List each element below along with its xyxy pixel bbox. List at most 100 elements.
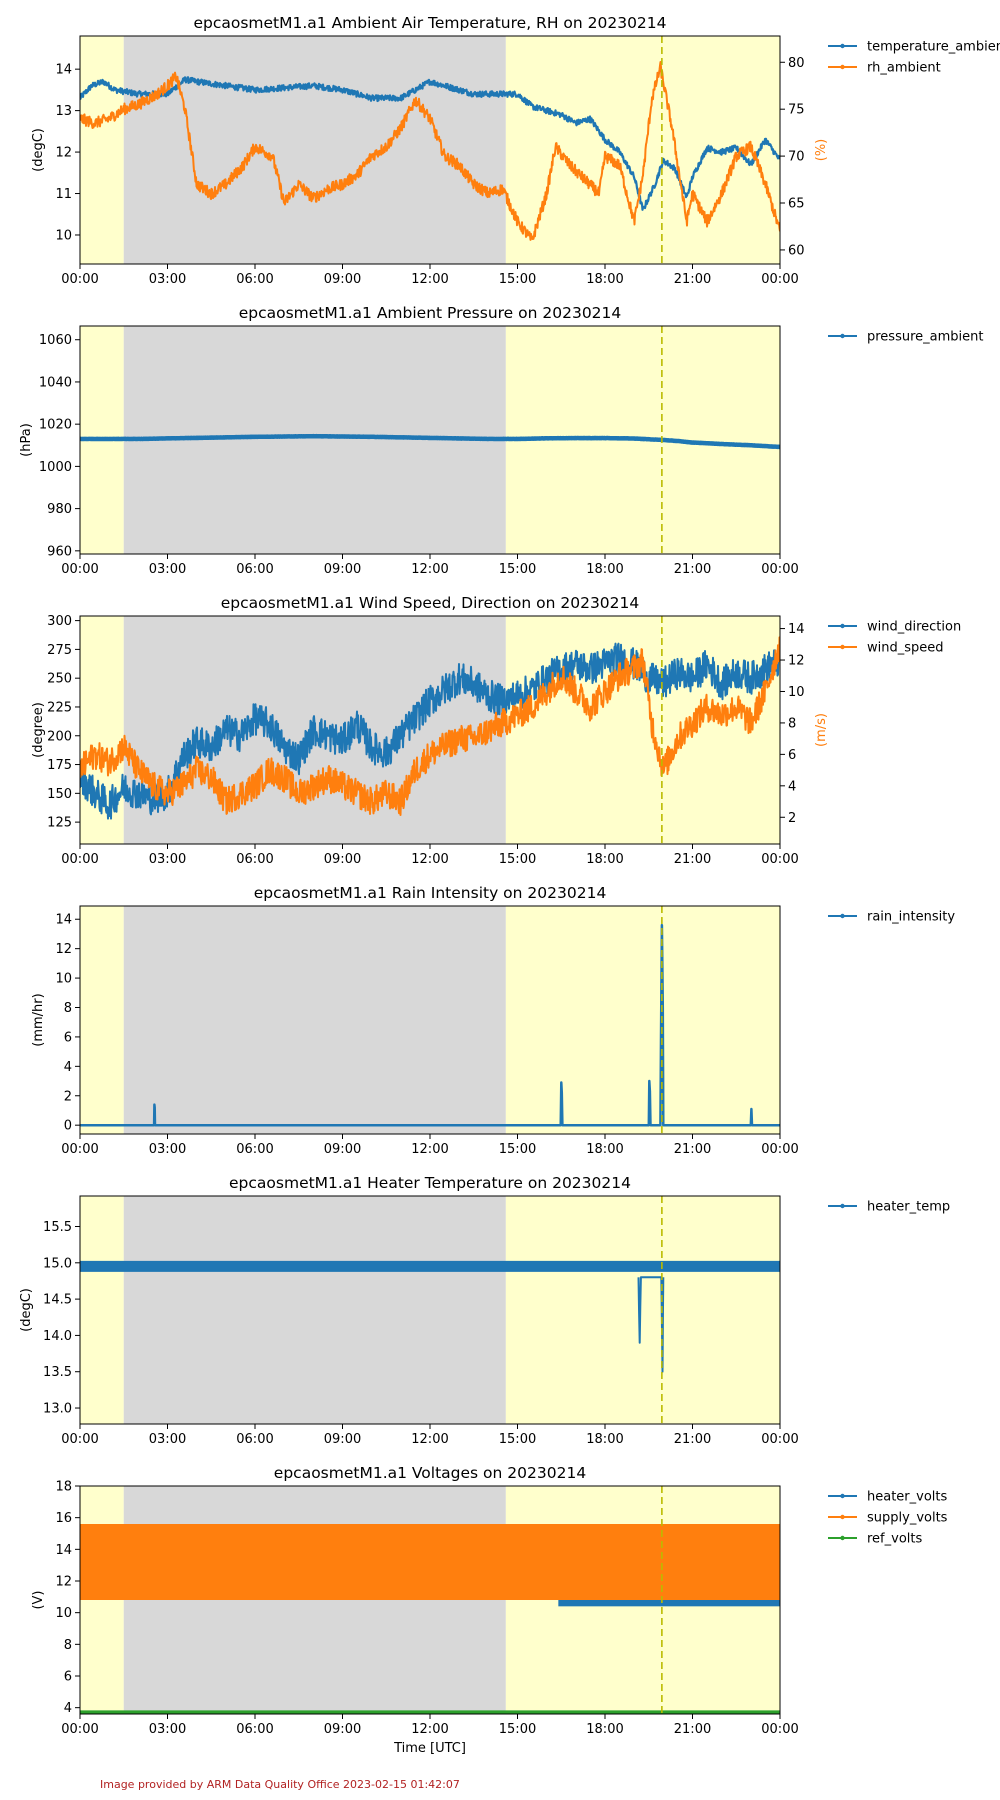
plot-area (80, 1524, 780, 1714)
x-tick-label: 21:00 (674, 1722, 711, 1737)
y-tick-label: 1020 (39, 418, 72, 433)
night-band (123, 1196, 506, 1424)
x-tick-label: 00:00 (761, 562, 798, 577)
legend-marker (840, 623, 845, 629)
x-tick-label: 12:00 (411, 562, 448, 577)
x-tick-label: 09:00 (324, 852, 361, 867)
y-tick-label: 14.5 (43, 1293, 72, 1308)
x-tick-label: 06:00 (236, 852, 273, 867)
x-tick-label: 15:00 (499, 1722, 536, 1737)
chart-title: epcaosmetM1.a1 Ambient Air Temperature, … (193, 14, 666, 32)
panel-4: 00:00 03:00 06:00 09:00 12:00 15:00 18:00 21:00… (31, 884, 955, 1157)
y-axis-label: (mm/hr) (31, 993, 46, 1046)
x-tick-label: 15:00 (499, 1432, 536, 1447)
y2-tick-label: 10 (788, 685, 805, 700)
night-band (123, 906, 506, 1134)
y-tick-label: 12 (55, 942, 72, 957)
legend-marker (840, 333, 845, 339)
y-tick-label: 11 (55, 187, 72, 202)
x-tick-label: 21:00 (674, 1432, 711, 1447)
x-tick-label: 00:00 (61, 272, 98, 287)
y-tick-label: 4 (64, 1701, 72, 1716)
y-tick-label: 8 (64, 1638, 72, 1653)
y-tick-label: 275 (47, 643, 72, 658)
legend-label: wind_direction (867, 620, 961, 635)
y-tick-label: 10 (55, 1606, 72, 1621)
x-tick-label: 00:00 (61, 1722, 98, 1737)
daylight-band (505, 906, 780, 1134)
y2-tick-label: 4 (788, 779, 796, 794)
legend-label: rain_intensity (867, 910, 955, 925)
x-tick-label: 21:00 (674, 1142, 711, 1157)
daylight-band (80, 906, 124, 1134)
x-tick-label: 09:00 (324, 562, 361, 577)
x-tick-label: 15:00 (499, 562, 536, 577)
chart-title: epcaosmetM1.a1 Rain Intensity on 2023021… (254, 884, 607, 902)
x-tick-label: 18:00 (586, 1142, 623, 1157)
y-tick-label: 6 (64, 1670, 72, 1685)
plot-area (80, 636, 780, 820)
legend-marker (840, 644, 845, 650)
x-tick-label: 12:00 (411, 1432, 448, 1447)
daylight-band (505, 36, 780, 264)
x-tick-label: 18:00 (586, 1722, 623, 1737)
y-tick-label: 14 (55, 63, 72, 78)
y-tick-label: 960 (47, 544, 72, 559)
y-tick-label: 0 (64, 1119, 72, 1134)
panel-5: 00:00 03:00 06:00 09:00 12:00 15:00 18:00 21:00… (19, 1174, 950, 1447)
panel-2: 00:00 03:00 06:00 09:00 12:00 15:00 18:00 21:00… (19, 304, 983, 577)
legend-label: heater_temp (867, 1200, 950, 1215)
y2-tick-label: 2 (788, 811, 796, 826)
legend-marker (840, 913, 845, 919)
legend-label: wind_speed (867, 641, 944, 656)
y-axis-label: (V) (31, 1590, 46, 1609)
legend-label: heater_volts (867, 1490, 947, 1505)
series-spikes-line (637, 1276, 665, 1373)
legend-marker (840, 1493, 845, 1499)
x-tick-label: 21:00 (674, 272, 711, 287)
x-tick-label: 03:00 (149, 852, 186, 867)
x-tick-label: 00:00 (61, 1432, 98, 1447)
x-tick-label: 06:00 (236, 272, 273, 287)
y-tick-label: 10 (55, 972, 72, 987)
legend-marker (840, 43, 845, 49)
y-tick-label: 13.0 (43, 1402, 72, 1417)
panel-3: 00:00 03:00 06:00 09:00 12:00 15:00 18:00 21:00… (31, 594, 961, 867)
y2-tick-label: 12 (788, 654, 805, 669)
y2-tick-label: 8 (788, 716, 796, 731)
plot-area (80, 433, 780, 450)
x-tick-label: 00:00 (761, 1432, 798, 1447)
y-tick-label: 125 (47, 816, 72, 831)
y-tick-label: 4 (64, 1060, 72, 1075)
x-tick-label: 09:00 (324, 1142, 361, 1157)
chart-title: epcaosmetM1.a1 Wind Speed, Direction on … (221, 594, 640, 612)
x-tick-label: 03:00 (149, 1432, 186, 1447)
y2-tick-label: 14 (788, 622, 805, 637)
y-tick-label: 2 (64, 1089, 72, 1104)
y-tick-label: 12 (55, 146, 72, 161)
x-tick-label: 00:00 (61, 852, 98, 867)
y2-axis-label: (m/s) (814, 713, 829, 747)
daylight-band (505, 1196, 780, 1424)
x-tick-label: 00:00 (761, 1142, 798, 1157)
y-tick-label: 10 (55, 228, 72, 243)
y2-tick-label: 75 (788, 103, 805, 118)
x-tick-label: 09:00 (324, 1722, 361, 1737)
legend-label: supply_volts (867, 1511, 948, 1526)
legend-marker (840, 1203, 845, 1209)
y2-axis-label: (%) (814, 139, 829, 162)
panel-1: 00:00 03:00 06:00 09:00 12:00 15:00 18:00 21:00… (31, 14, 1000, 287)
y-tick-label: 1000 (39, 460, 72, 475)
y-tick-label: 14 (55, 913, 72, 928)
x-tick-label: 12:00 (411, 852, 448, 867)
legend-marker (840, 64, 845, 70)
legend-marker (840, 1514, 845, 1520)
y-tick-label: 980 (47, 502, 72, 517)
x-tick-label: 00:00 (761, 272, 798, 287)
y-tick-label: 1060 (39, 333, 72, 348)
x-tick-label: 21:00 (674, 562, 711, 577)
x-tick-label: 18:00 (586, 1432, 623, 1447)
y-axis-label: (degC) (31, 128, 46, 172)
night-band (123, 36, 506, 264)
y-tick-label: 13 (55, 104, 72, 119)
